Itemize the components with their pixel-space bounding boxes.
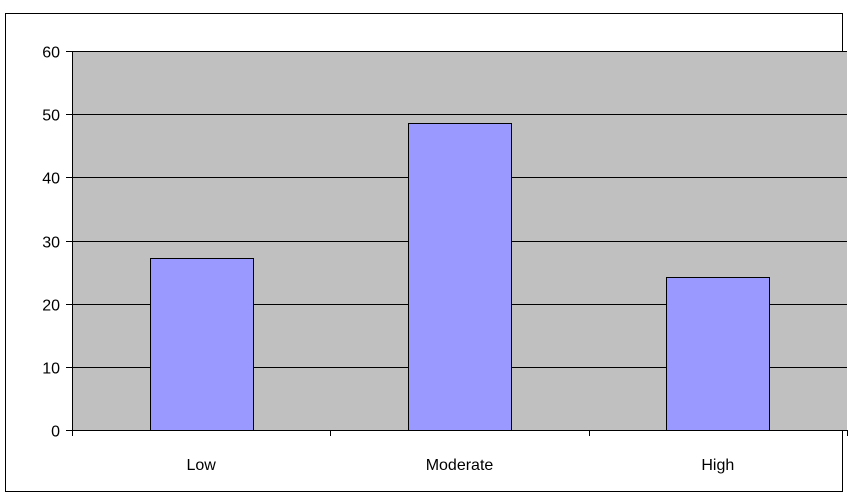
y-tick-label: 30 (42, 235, 60, 252)
tick-labels: 0 10 20 30 40 50 60 Low Moderate High (42, 45, 734, 475)
y-tick-label: 10 (42, 361, 60, 378)
y-tick-label: 20 (42, 298, 60, 315)
bar-high (666, 277, 770, 431)
x-tick-label: Low (186, 457, 216, 474)
x-tick-label: High (701, 457, 734, 474)
y-tick-label: 0 (51, 424, 60, 441)
y-tick-label: 60 (42, 45, 60, 62)
bar-low (150, 258, 254, 431)
bar-moderate (408, 123, 512, 431)
y-tick-label: 40 (42, 171, 60, 188)
y-tick-label: 50 (42, 108, 60, 125)
bars (150, 123, 770, 431)
x-tick-label: Moderate (426, 457, 494, 474)
